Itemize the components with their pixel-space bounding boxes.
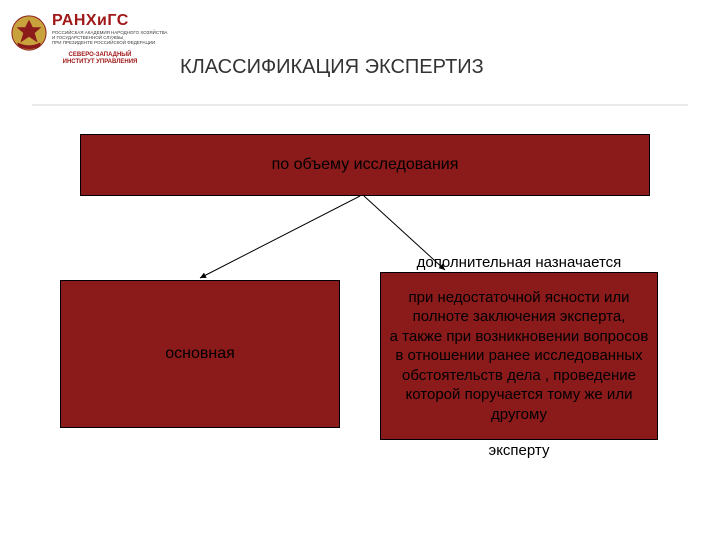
node-left: основная — [60, 280, 340, 428]
divider — [32, 104, 688, 106]
node-right-label-below: эксперту — [380, 442, 658, 459]
slide-root: РАНХиГС РОССИЙСКАЯ АКАДЕМИЯ НАРОДНОГО ХО… — [0, 0, 720, 540]
emblem-icon — [10, 14, 48, 52]
node-root: по объему исследования — [80, 134, 650, 196]
brand-name: РАНХиГС — [52, 12, 129, 30]
node-right: при недостаточной ясности или полноте за… — [380, 272, 658, 440]
brand-subtitle: РОССИЙСКАЯ АКАДЕМИЯ НАРОДНОГО ХОЗЯЙСТВА … — [52, 30, 168, 46]
node-root-label: по объему исследования — [272, 156, 459, 174]
node-right-label-above: дополнительная назначается — [380, 254, 658, 271]
page-title: КЛАССИФИКАЦИЯ ЭКСПЕРТИЗ — [180, 56, 484, 79]
org-logo: РАНХиГС РОССИЙСКАЯ АКАДЕМИЯ НАРОДНОГО ХО… — [10, 10, 180, 70]
campus-name: СЕВЕРО-ЗАПАДНЫЙ ИНСТИТУТ УПРАВЛЕНИЯ — [52, 52, 148, 66]
node-left-label: основная — [165, 345, 235, 363]
node-right-label-inside: при недостаточной ясности или полноте за… — [387, 288, 651, 425]
edge-root-left — [200, 196, 360, 278]
